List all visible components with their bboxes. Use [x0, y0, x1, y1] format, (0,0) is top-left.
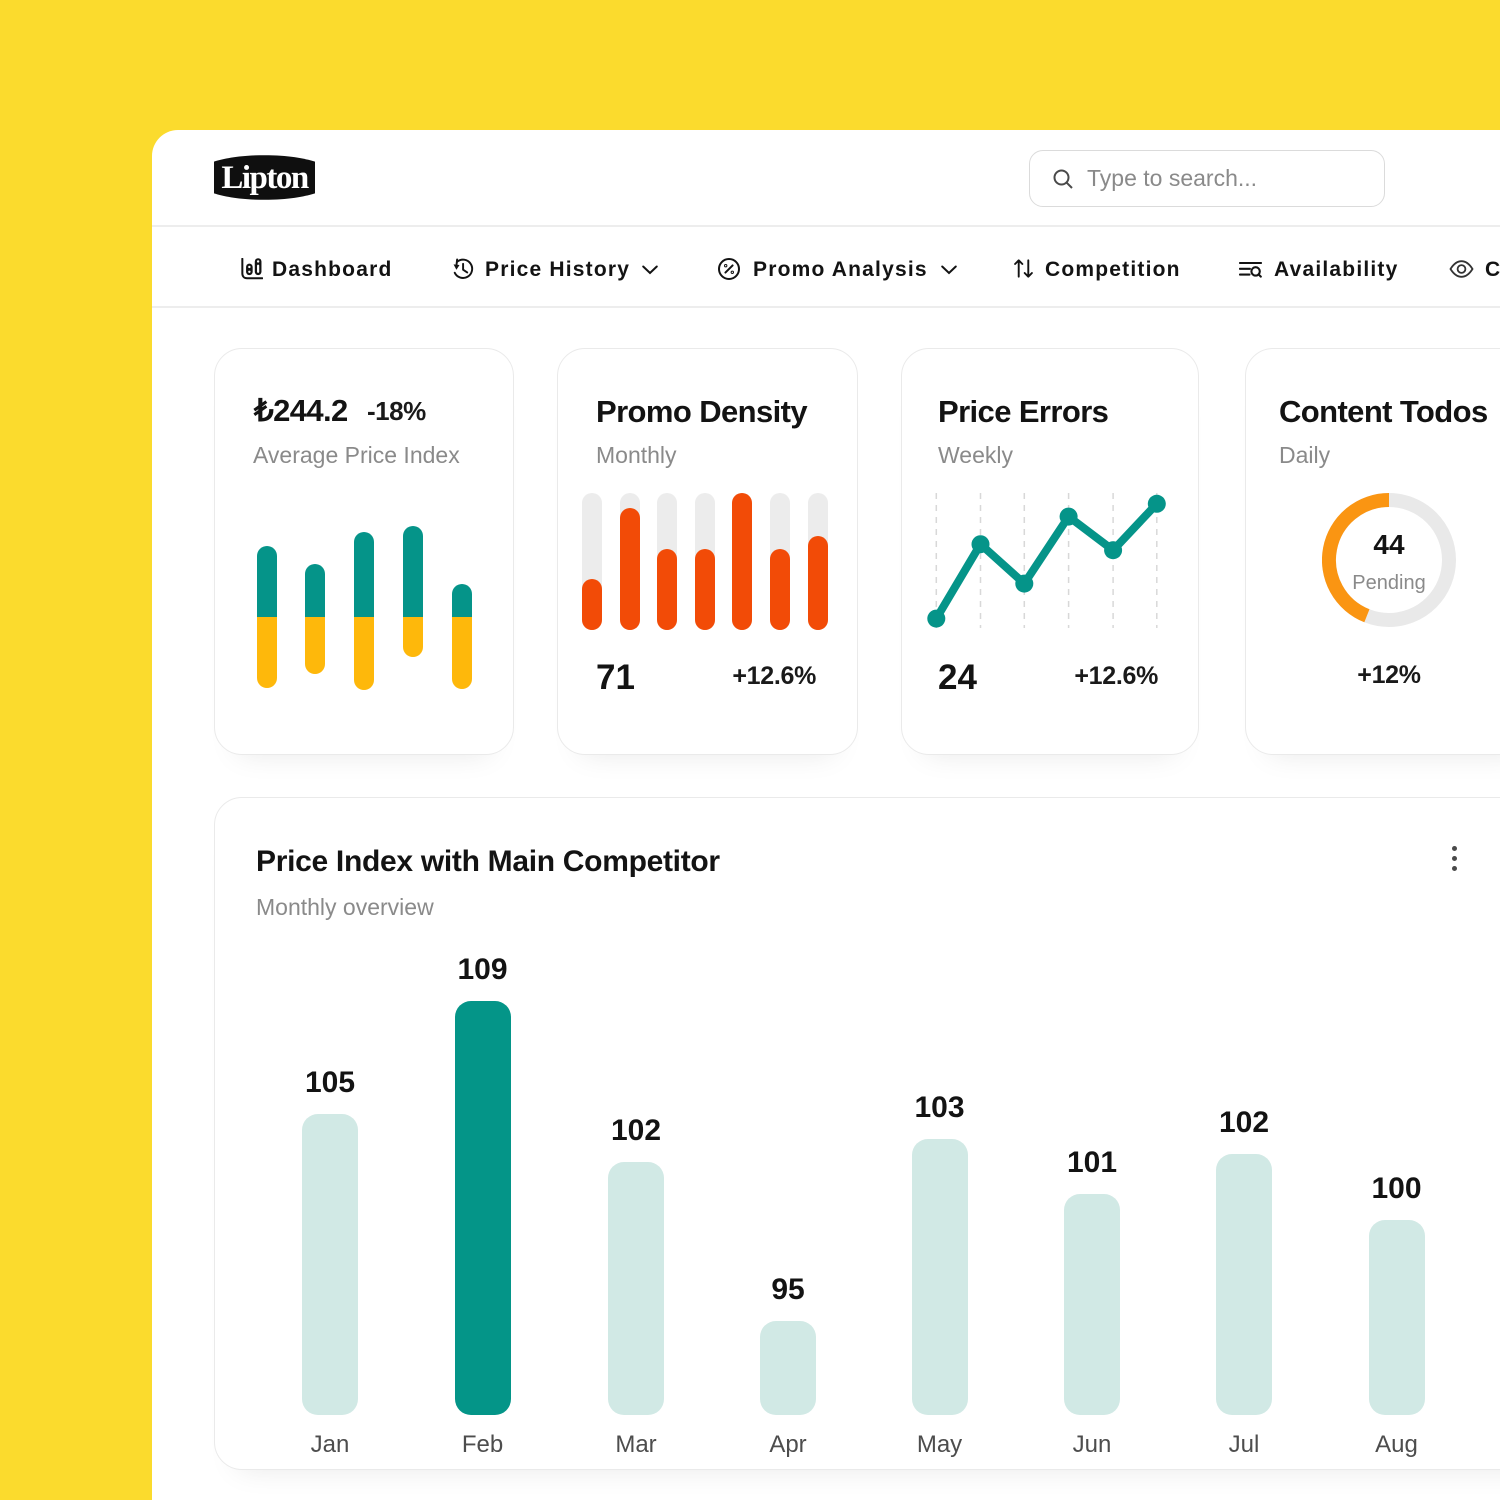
svg-text:Lipton: Lipton [221, 160, 309, 196]
